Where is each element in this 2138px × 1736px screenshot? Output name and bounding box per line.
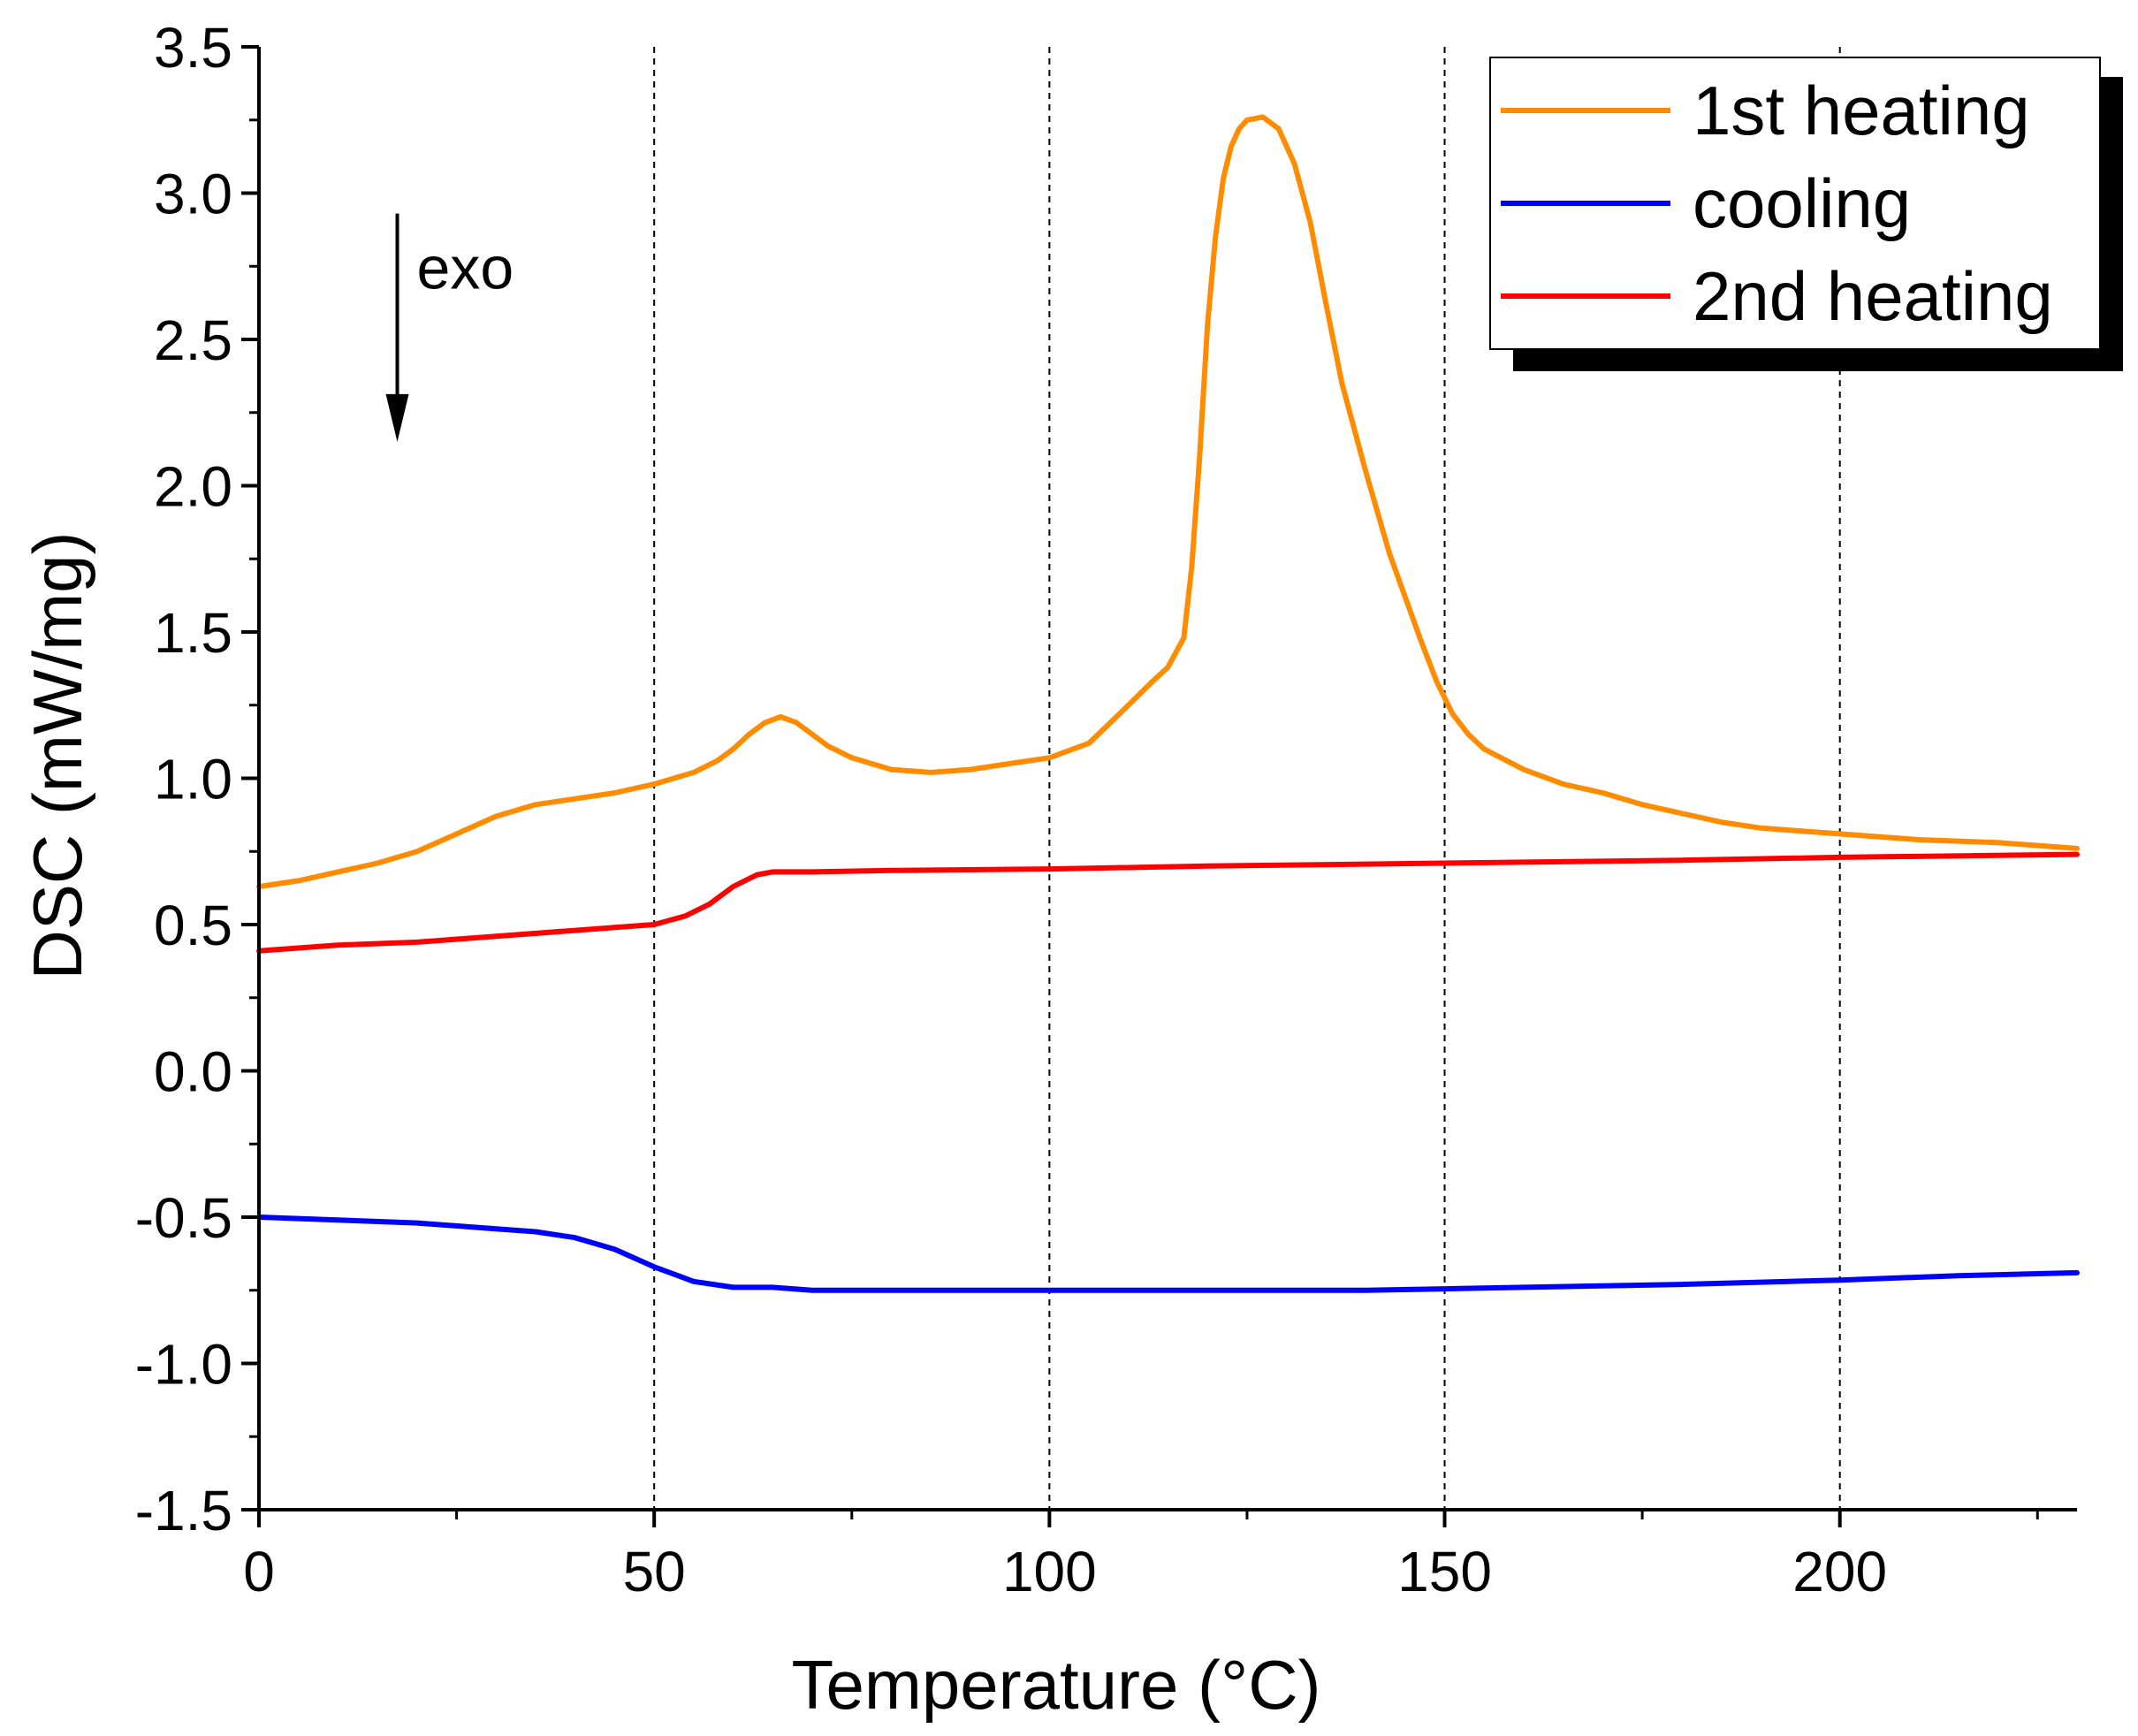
x-tick-label: 50 [623, 1540, 686, 1603]
series-lines [256, 114, 2080, 1293]
x-axis-title: Temperature (°C) [791, 1646, 1320, 1724]
tick-labels: -1.5 -1.0 -0.5 0.0 0.5 1.0 1.5 2.0 2.5 3.0 3.5 0 50 1… [135, 16, 1887, 1603]
y-tick-label: -1.5 [135, 1479, 232, 1542]
y-tick-label: 0.0 [154, 1040, 232, 1104]
x-tick-label: 200 [1792, 1540, 1887, 1603]
x-tick-label: 0 [243, 1540, 275, 1603]
y-tick-label: -0.5 [135, 1186, 232, 1250]
y-tick-label: 2.5 [154, 308, 232, 372]
legend: 1st heating cooling 2nd heating [1489, 57, 2123, 371]
legend-label: 1st heating [1693, 72, 2030, 149]
y-tick-label: 0.5 [154, 894, 232, 957]
axes [241, 45, 2077, 1527]
y-tick-label: 1.5 [154, 601, 232, 665]
y-tick-label: 1.0 [154, 748, 232, 811]
legend-label: cooling [1693, 164, 1911, 242]
y-tick-label: 3.5 [154, 16, 232, 80]
y-tick-label: 2.0 [154, 455, 232, 519]
series-line-2nd-heating [256, 851, 2080, 954]
series-line-1st-heating [256, 114, 2080, 889]
series-line-cooling [256, 1214, 2080, 1293]
legend-label: 2nd heating [1693, 257, 2053, 335]
x-tick-label: 150 [1397, 1540, 1492, 1603]
exo-label: exo [417, 235, 514, 302]
exo-annotation: exo [385, 213, 514, 442]
y-tick-label: 3.0 [154, 163, 232, 226]
exo-arrow-head [385, 393, 409, 442]
y-tick-label: -1.0 [135, 1333, 232, 1397]
x-tick-label: 100 [1002, 1540, 1097, 1603]
y-axis-title: DSC (mW/mg) [19, 532, 96, 980]
